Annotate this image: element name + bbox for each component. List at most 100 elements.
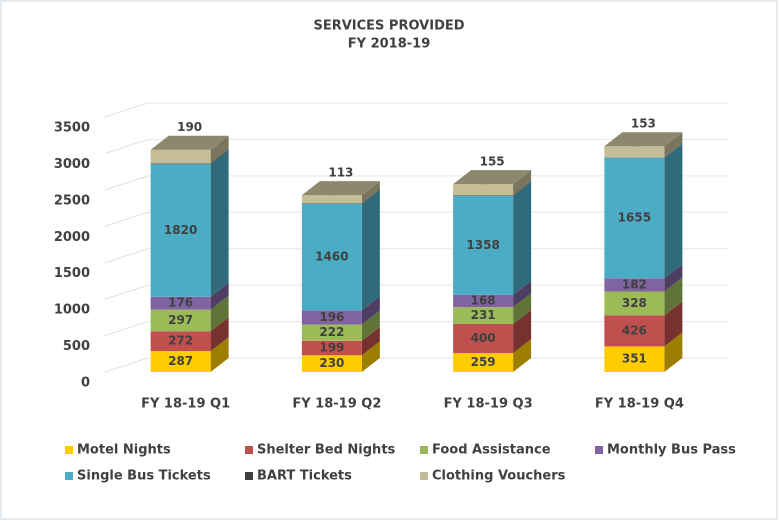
grid-line xyxy=(104,138,149,154)
y-tick-label: 3000 xyxy=(54,157,90,172)
bar-side xyxy=(513,280,532,308)
legend-label: Single Bus Tickets xyxy=(77,469,211,484)
bar xyxy=(150,163,211,165)
bar xyxy=(150,164,211,297)
bar-side xyxy=(664,264,683,292)
legend-swatch xyxy=(65,446,73,454)
bar-side xyxy=(664,143,683,158)
legend-label: Clothing Vouchers xyxy=(432,469,566,484)
data-label: 168 xyxy=(471,294,496,308)
data-label: 400 xyxy=(471,331,496,345)
bar-side xyxy=(361,326,380,356)
y-tick-label: 2500 xyxy=(54,193,90,208)
bar xyxy=(604,157,665,279)
bar-side xyxy=(664,332,683,372)
y-tick-label: 0 xyxy=(81,376,90,391)
x-tick-label: FY 18-19 Q3 xyxy=(444,397,533,412)
bar-top xyxy=(604,132,683,147)
bar-side xyxy=(210,282,229,310)
data-label: 113 xyxy=(328,166,353,180)
data-label: 351 xyxy=(622,352,647,366)
bar-side xyxy=(513,309,532,354)
bar-side xyxy=(513,181,532,295)
legend-label: Monthly Bus Pass xyxy=(607,443,736,458)
bar-side xyxy=(210,337,229,372)
bar-side xyxy=(210,295,229,332)
chart-subtitle: FY 2018-19 xyxy=(348,37,431,52)
legend-swatch xyxy=(245,472,253,480)
bar xyxy=(301,310,362,325)
legend-label: Food Assistance xyxy=(432,443,551,458)
bar xyxy=(301,203,362,204)
bar-side xyxy=(513,293,532,324)
grid-line xyxy=(104,284,149,300)
data-label: 259 xyxy=(471,355,496,369)
bar-side xyxy=(361,189,380,311)
data-label: 231 xyxy=(471,308,496,322)
data-label: 182 xyxy=(622,277,647,291)
bar-side xyxy=(513,339,532,372)
legend-swatch xyxy=(420,446,428,454)
data-label: 426 xyxy=(622,323,647,337)
x-tick-label: FY 18-19 Q1 xyxy=(141,397,230,412)
legend-swatch xyxy=(595,446,603,454)
data-label: 153 xyxy=(631,117,656,131)
data-label: 222 xyxy=(319,325,344,339)
legend-label: Motel Nights xyxy=(77,443,171,458)
grid-line xyxy=(104,321,149,337)
bar xyxy=(453,195,514,295)
legend-label: BART Tickets xyxy=(257,469,352,484)
x-tick-label: FY 18-19 Q2 xyxy=(292,397,381,412)
bar xyxy=(453,323,514,354)
grid-line xyxy=(104,248,149,264)
y-tick-label: 2000 xyxy=(54,230,90,245)
legend-label: Shelter Bed Nights xyxy=(257,443,396,458)
bar-side xyxy=(210,149,229,165)
bar-side xyxy=(361,181,380,204)
grid-line xyxy=(104,211,149,227)
data-label: 328 xyxy=(622,296,647,310)
data-label: 155 xyxy=(480,155,505,169)
bar xyxy=(453,184,514,196)
data-label: 272 xyxy=(168,334,193,348)
legend-swatch xyxy=(420,472,428,480)
bar-side xyxy=(513,181,532,196)
bar-top xyxy=(301,181,380,196)
bar-top xyxy=(150,135,229,150)
bar xyxy=(604,146,665,158)
y-tick-label: 1500 xyxy=(54,266,90,281)
grid-line xyxy=(104,357,149,373)
bar xyxy=(453,195,514,196)
bar xyxy=(604,278,665,292)
y-tick-label: 1000 xyxy=(54,303,90,318)
y-tick-label: 3500 xyxy=(54,121,90,136)
data-label: 1460 xyxy=(315,250,348,264)
bar xyxy=(301,340,362,356)
bar xyxy=(301,324,362,341)
data-label: 190 xyxy=(177,120,202,134)
data-label: 297 xyxy=(168,313,193,327)
data-label: 287 xyxy=(168,354,193,368)
bar xyxy=(301,355,362,372)
data-label: 199 xyxy=(319,340,344,354)
data-label: 196 xyxy=(319,310,344,324)
y-tick-label: 500 xyxy=(63,339,90,354)
bar xyxy=(453,353,514,372)
bar xyxy=(301,195,362,204)
bar xyxy=(150,331,211,352)
grid-line xyxy=(104,102,149,118)
bar-side xyxy=(361,310,380,341)
bar-side xyxy=(361,341,380,372)
bar-side xyxy=(210,150,229,297)
legend-swatch xyxy=(65,472,73,480)
bar xyxy=(604,315,665,347)
data-label: 1358 xyxy=(466,238,499,252)
bar xyxy=(150,351,211,372)
bar-side xyxy=(361,189,380,204)
grid-line xyxy=(104,175,149,191)
bar xyxy=(604,346,665,372)
bar xyxy=(604,291,665,316)
bar xyxy=(453,307,514,324)
bar xyxy=(150,296,211,310)
data-label: 1655 xyxy=(618,210,651,224)
